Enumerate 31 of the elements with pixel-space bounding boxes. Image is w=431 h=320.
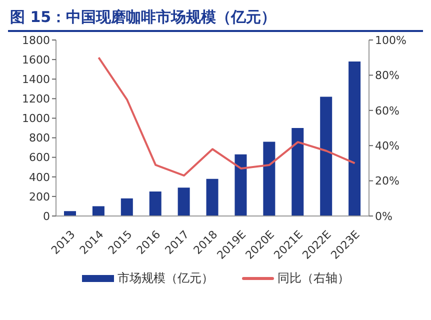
y2-tick-label: 20% [375, 174, 400, 188]
y-tick-label: 200 [29, 190, 50, 204]
y2-tick-label: 40% [375, 140, 400, 153]
y-tick-label: 600 [29, 151, 50, 164]
bar [149, 192, 162, 216]
y2-tick-label: 0% [375, 210, 392, 223]
legend-label: 市场规模（亿元） [118, 270, 214, 287]
y2-tick-label: 100% [375, 34, 406, 47]
y-tick-label: 400 [29, 170, 50, 184]
bar [178, 188, 190, 216]
y-tick-label: 800 [29, 132, 50, 145]
y2-tick-label: 80% [375, 69, 400, 82]
y-tick-label: 1600 [22, 53, 50, 66]
y-tick-label: 0 [43, 210, 50, 223]
bar [348, 62, 361, 216]
line-series [98, 56, 356, 177]
bar [206, 178, 218, 216]
y2-tick-label: 60% [375, 104, 400, 118]
bar [120, 198, 133, 216]
bar [92, 206, 104, 216]
y-tick-label: 1000 [22, 112, 50, 126]
chart-title: 图 15：中国现磨咖啡市场规模（亿元） [8, 8, 423, 32]
bar [64, 211, 76, 216]
legend-label: 同比（右轴） [278, 270, 350, 287]
bar [263, 142, 276, 216]
bar [292, 128, 304, 216]
bar [320, 96, 332, 216]
y-tick-label: 1800 [22, 34, 50, 47]
y-tick-label: 1400 [22, 73, 50, 86]
bar [234, 154, 247, 216]
y-tick-label: 1200 [22, 92, 50, 106]
